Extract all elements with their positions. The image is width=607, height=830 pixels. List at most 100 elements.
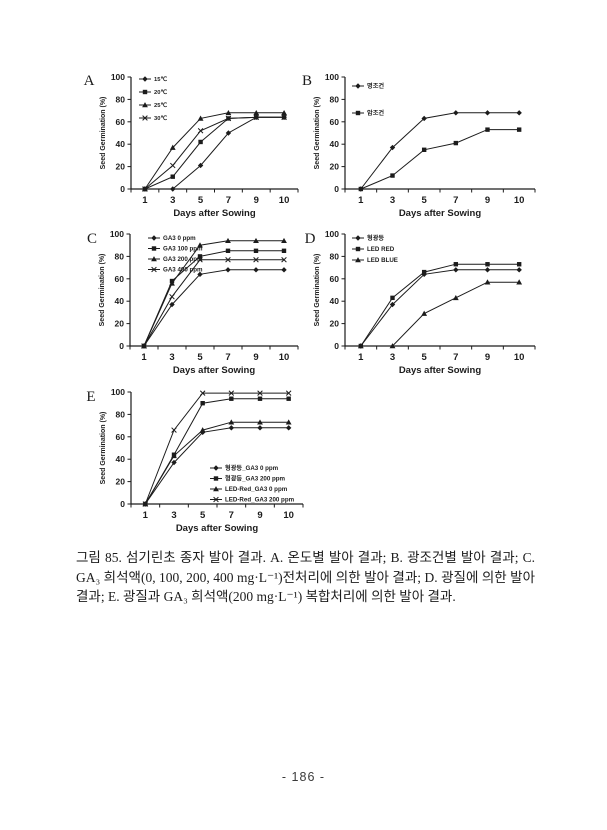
- triangle-marker-icon: [225, 109, 232, 116]
- diamond-marker-icon: [285, 425, 292, 431]
- panel-letter: E: [86, 389, 95, 405]
- legend-entry: 명조건: [352, 82, 384, 90]
- diamond-marker-icon: [281, 267, 287, 273]
- series-line: [144, 392, 289, 505]
- y-tick-label: 80: [115, 251, 125, 261]
- diamond-marker-icon: [484, 267, 491, 273]
- x-tick-label: 9: [257, 510, 262, 521]
- series-GA3-200-ppm: [141, 237, 287, 349]
- diamond-marker-icon: [171, 459, 177, 466]
- x-marker-icon: [142, 186, 148, 192]
- series-LED-Red_GA3-0-ppm: [142, 419, 292, 507]
- square-marker-icon: [257, 396, 263, 401]
- diamond-marker-icon: [453, 110, 459, 116]
- series-line: [144, 112, 285, 190]
- legend-label: GA3 100 ppm: [163, 246, 203, 253]
- square-marker-icon: [281, 248, 287, 253]
- series-암조건: [358, 127, 522, 192]
- diamond-marker-icon: [516, 110, 522, 116]
- y-tick-label: 40: [330, 139, 340, 149]
- square-marker-icon: [200, 401, 205, 406]
- legend-entry: LED RED: [352, 246, 395, 253]
- x-tick-label: 9: [485, 195, 490, 206]
- triangle-marker-icon: [169, 144, 176, 150]
- x-tick-label: 5: [422, 195, 428, 206]
- triangle-marker-icon: [197, 115, 204, 121]
- legend-label: LED-Red_GA3 0 ppm: [225, 486, 288, 493]
- y-tick-label: 80: [330, 94, 340, 104]
- series-line: [144, 116, 285, 190]
- legend-entry: 30℃: [139, 115, 167, 122]
- square-marker-icon: [170, 174, 175, 179]
- x-tick-label: 9: [485, 352, 490, 363]
- x-tick-label: 10: [514, 352, 525, 363]
- legend-entry: 암조건: [352, 109, 384, 117]
- triangle-marker-icon: [225, 237, 231, 244]
- legend-label: 15℃: [154, 76, 167, 83]
- square-marker-icon: [390, 295, 395, 301]
- y-tick-label: 100: [325, 72, 339, 82]
- x-marker-icon: [257, 390, 263, 396]
- series-LED-BLUE: [357, 279, 523, 349]
- x-tick-label: 7: [229, 510, 234, 521]
- diamond-marker-icon: [253, 267, 259, 273]
- diamond-marker-icon: [197, 162, 204, 169]
- x-marker-icon: [197, 128, 204, 134]
- x-tick-label: 3: [170, 195, 175, 206]
- x-marker-icon: [197, 257, 203, 263]
- x-tick-label: 1: [143, 510, 149, 521]
- series-line: [360, 129, 520, 190]
- x-marker-icon: [225, 115, 232, 122]
- y-tick-label: 20: [116, 162, 126, 172]
- triangle-marker-icon: [421, 310, 428, 316]
- triangle-marker-icon: [253, 109, 260, 116]
- square-marker-icon: [253, 248, 259, 253]
- panel-letter: A: [84, 73, 95, 89]
- y-tick-label: 20: [115, 319, 125, 329]
- y-tick-label: 40: [330, 296, 340, 306]
- diamond-marker-icon: [257, 425, 263, 431]
- series-형광등: [358, 267, 522, 349]
- series-line: [143, 240, 284, 347]
- diamond-marker-icon: [516, 267, 522, 273]
- y-tick-label: 80: [330, 251, 340, 261]
- y-tick-label: 60: [115, 274, 125, 284]
- y-axis-title: Seed Germination (%): [99, 254, 106, 327]
- diamond-marker-icon: [197, 271, 203, 278]
- x-marker-icon: [228, 390, 235, 396]
- panel-letter: B: [302, 73, 312, 89]
- diamond-marker-icon: [355, 235, 361, 241]
- square-marker-icon: [286, 396, 291, 401]
- y-tick-label: 0: [119, 341, 124, 351]
- legend-label: LED BLUE: [367, 257, 398, 264]
- legend-entry: 형광등: [352, 234, 384, 242]
- series-line: [360, 269, 520, 347]
- triangle-marker-icon: [281, 109, 287, 116]
- diamond-marker-icon: [142, 76, 148, 82]
- triangle-marker-icon: [151, 256, 157, 262]
- triangle-marker-icon: [452, 294, 459, 301]
- y-tick-label: 20: [330, 162, 340, 172]
- triangle-marker-icon: [389, 343, 396, 349]
- chart-panel-A: A 0 20 40 60 80 100 1 3 5 7 9 10 Days after Sowing See…: [84, 72, 299, 219]
- triangle-marker-icon: [228, 419, 235, 425]
- x-marker-icon: [142, 501, 149, 507]
- square-marker-icon: [453, 140, 459, 146]
- page-number: - 186 -: [281, 770, 326, 784]
- x-marker-icon: [169, 293, 175, 300]
- triangle-marker-icon: [257, 419, 263, 425]
- figure-caption: 그림 85. 섬기린초 종자 발아 결과. A. 온도별 발아 결과; B. 광…: [76, 550, 535, 604]
- square-marker-icon: [355, 246, 361, 252]
- series-line: [143, 250, 284, 347]
- legend-label: 형광등_GA3 0 ppm: [225, 464, 279, 472]
- square-marker-icon: [421, 269, 427, 275]
- x-tick-label: 3: [390, 195, 395, 206]
- x-tick-label: 10: [283, 510, 294, 521]
- x-tick-label: 3: [169, 352, 174, 363]
- legend-label: 30℃: [154, 115, 167, 122]
- y-tick-label: 100: [325, 229, 339, 239]
- diamond-marker-icon: [225, 267, 231, 273]
- square-marker-icon: [516, 262, 522, 267]
